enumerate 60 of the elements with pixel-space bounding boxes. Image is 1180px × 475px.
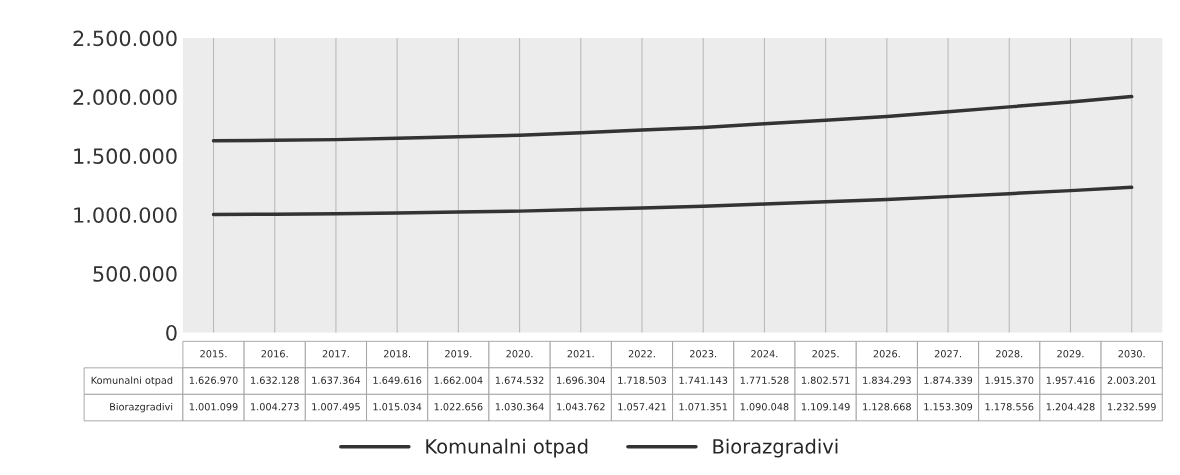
y-tick-label: 0 [166, 324, 177, 341]
data-label: 1.043.762 [557, 403, 605, 411]
x-tick-label: 2027. [934, 350, 961, 358]
text: Komunalni otpad [91, 376, 173, 386]
line-series [211, 185, 1134, 217]
data-label: 1.662.004 [434, 376, 483, 384]
line-series [211, 94, 1134, 143]
data-label: 1.153.309 [924, 403, 973, 411]
data-label: 1.109.149 [801, 403, 850, 411]
data-label: 2.003.201 [1107, 376, 1156, 384]
y-tick-label: 1.500.000 [74, 148, 177, 165]
data-label: 1.178.556 [985, 403, 1034, 411]
x-tick-label: 2029. [1057, 350, 1084, 358]
data-label: 1.001.099 [189, 403, 238, 411]
data-label: 1.649.616 [373, 376, 422, 384]
data-label: 1.674.532 [495, 376, 544, 384]
data-label: 1.004.273 [251, 403, 299, 411]
data-label: 1.957.416 [1046, 376, 1095, 384]
data-label: 1.718.503 [618, 376, 666, 384]
x-tick-label: 2026. [873, 350, 900, 358]
x-tick-label: 2019. [445, 350, 472, 358]
data-label: 1.834.293 [863, 376, 911, 384]
x-tick-label: 2015. [200, 350, 227, 358]
x-tick-label: 2030. [1118, 350, 1145, 358]
data-label: 1.090.048 [740, 403, 789, 411]
data-label: 1.802.571 [801, 376, 850, 384]
data-label: 1.030.364 [495, 403, 544, 411]
data-label: 1.128.668 [863, 403, 911, 411]
y-tick-label: 2.500.000 [73, 30, 177, 47]
data-label: 1.071.351 [679, 403, 728, 411]
legend-label: Komunalni otpad [426, 438, 588, 458]
x-tick-label: 2024. [751, 350, 778, 358]
text: Biorazgradivi [110, 402, 173, 413]
data-label: 1.007.495 [312, 403, 360, 411]
data-label: 1.696.304 [557, 376, 605, 384]
data-label: 1.771.528 [740, 376, 789, 384]
x-tick-label: 2025. [812, 350, 839, 358]
legend-label: Biorazgradivi [713, 438, 838, 458]
data-label: 1.626.970 [189, 376, 238, 384]
y-tick-label: 2.000.000 [73, 89, 177, 106]
x-tick-label: 2021. [567, 350, 594, 358]
y-tick-label: 1.000.000 [74, 207, 177, 223]
data-label: 1.204.428 [1046, 403, 1095, 411]
data-label: 1.232.599 [1108, 403, 1156, 411]
x-tick-label: 2020. [506, 350, 533, 358]
data-label: 1.632.128 [251, 376, 299, 384]
data-label: 1.874.339 [924, 376, 973, 384]
data-label: 1.015.034 [373, 403, 422, 411]
x-tick-label: 2017. [322, 350, 349, 358]
data-label: 1.057.421 [618, 403, 666, 411]
x-tick-label: 2018. [383, 350, 411, 358]
x-tick-label: 2016. [261, 350, 288, 358]
x-tick-label: 2028. [996, 350, 1023, 358]
data-label: 1.637.364 [312, 376, 361, 384]
data-label: 1.022.656 [434, 403, 483, 411]
x-tick-label: 2023. [690, 350, 717, 358]
data-label: 1.741.143 [679, 376, 728, 384]
data-label: 1.915.370 [985, 376, 1034, 384]
y-tick-label: 500.000 [93, 266, 177, 282]
x-tick-label: 2022. [628, 350, 655, 358]
